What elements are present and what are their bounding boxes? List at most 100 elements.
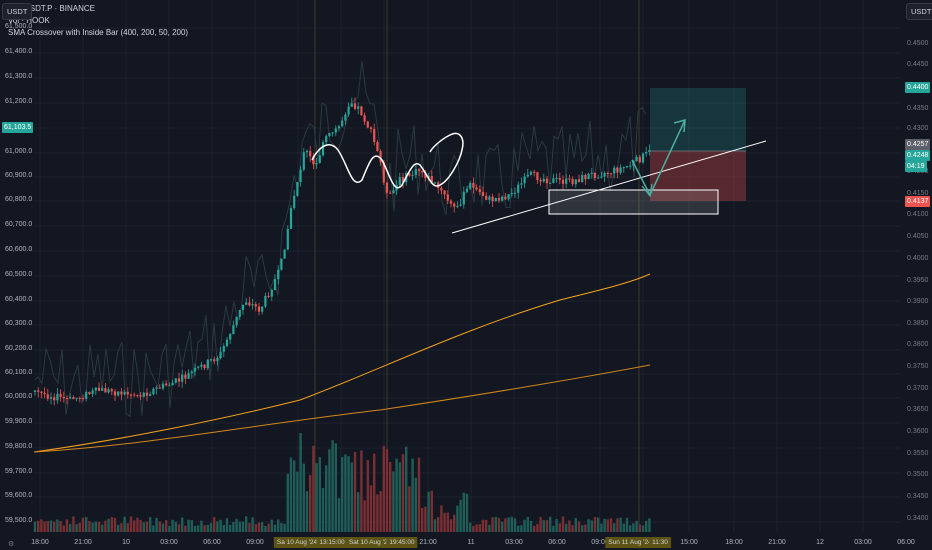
volume-bar (251, 517, 254, 532)
volume-bar (126, 523, 129, 532)
right-axis-label: 0.3450 (907, 493, 929, 500)
sma-indicator-label[interactable]: SMA Crossover with Inside Bar (400, 200,… (8, 28, 189, 37)
candle-body (206, 359, 209, 369)
inside-bar-rectangle (548, 189, 719, 215)
candle-body (481, 192, 485, 196)
candle-body (40, 391, 43, 393)
currency-badge-right[interactable]: USDT (906, 3, 932, 20)
left-axis-label: 59,500.0 (5, 517, 33, 524)
candle-body (331, 132, 334, 134)
candle-body (389, 192, 392, 194)
volume-bar (366, 460, 369, 532)
volume-bar (158, 521, 161, 532)
time-axis-label: 21:00 (768, 539, 786, 546)
volume-bar (373, 453, 376, 532)
candle-body (366, 121, 369, 128)
candle-body (424, 172, 427, 178)
volume-bar (449, 519, 453, 532)
volume-bar (97, 521, 101, 532)
volume-bar (69, 523, 72, 532)
candle-body (203, 364, 206, 369)
arrow-head-down (641, 183, 653, 198)
candle-body (168, 385, 171, 387)
candle-body (334, 128, 337, 133)
volume-bar (78, 522, 81, 532)
candle-body (136, 395, 139, 397)
candle-body (581, 174, 584, 183)
candle-body (597, 177, 600, 179)
crosshair-time-tag-1: Sa 10 Aug '24 (273, 537, 321, 548)
volume-bar (161, 523, 165, 532)
candle-body (526, 174, 529, 177)
volume-bar (641, 525, 645, 532)
left-current-price-tag: 61,103.5 (2, 122, 34, 133)
volume-bar (309, 475, 312, 532)
left-axis-label: 61,300.0 (5, 73, 33, 80)
volume-bar (513, 518, 517, 532)
candle-body (315, 163, 318, 165)
left-axis-label: 60,500.0 (5, 271, 33, 278)
volume-bar (254, 524, 257, 532)
volume-bar (606, 519, 609, 532)
candle-body (600, 176, 603, 178)
candle-body (261, 306, 264, 312)
volume-bar (363, 500, 366, 532)
candle-body (421, 171, 424, 173)
volume-bar (91, 522, 94, 532)
candle-body (593, 172, 597, 178)
volume-indicator-label[interactable]: Vol · HOOK (8, 16, 50, 25)
candle-body (200, 364, 203, 367)
candle-body (309, 150, 312, 157)
sma-slow-line (33, 364, 651, 453)
candle-body (245, 302, 248, 305)
volume-bar (117, 524, 120, 532)
volume-bar (245, 516, 248, 532)
candle-body (267, 295, 270, 297)
left-axis-label: 59,800.0 (5, 443, 33, 450)
volume-bar (184, 525, 187, 532)
candle-body (33, 390, 37, 392)
volume-bar (485, 519, 488, 532)
volume-bar (475, 524, 478, 532)
candle-body (517, 184, 520, 193)
volume-bar (494, 516, 497, 532)
volume-bar (107, 518, 110, 532)
volume-bar (510, 516, 513, 532)
volume-bar (549, 516, 552, 532)
volume-bar (88, 521, 91, 532)
crosshair-time-tag-6: 11:30 (649, 537, 671, 548)
volume-bar (491, 517, 494, 532)
volume-bar (219, 519, 222, 532)
volume-bar (344, 454, 347, 532)
gear-icon[interactable]: ⚙ (8, 541, 15, 548)
candle-body (459, 204, 462, 206)
candle-body (171, 382, 174, 386)
volume-bar (315, 463, 318, 532)
right-axis-label: 0.4050 (907, 233, 929, 240)
volume-bar (517, 525, 520, 532)
time-axis-label: 06:00 (203, 539, 221, 546)
volume-bar (139, 519, 142, 532)
volume-bar (520, 525, 523, 532)
candle-body (165, 383, 168, 386)
candle-body (113, 391, 117, 396)
time-axis-label: 21:00 (419, 539, 437, 546)
symbol-title[interactable]: BTCUSDT.P · BINANCE (8, 4, 95, 13)
volume-bar (571, 525, 574, 532)
volume-bar (37, 520, 40, 532)
volume-bar (577, 521, 581, 532)
candle-body (219, 351, 222, 359)
candle-body (46, 394, 49, 399)
volume-bar (536, 523, 539, 532)
candle-body (584, 174, 587, 180)
candle-body (443, 190, 446, 195)
volume-bar (129, 516, 133, 532)
volume-bar (427, 491, 430, 532)
candle-body (129, 394, 133, 396)
candle-body (53, 397, 56, 401)
crosshair-time-tag-3: Sat 10 Aug '24 (345, 537, 395, 548)
currency-badge-left[interactable]: USDT (2, 3, 33, 20)
volume-bar (200, 520, 203, 532)
